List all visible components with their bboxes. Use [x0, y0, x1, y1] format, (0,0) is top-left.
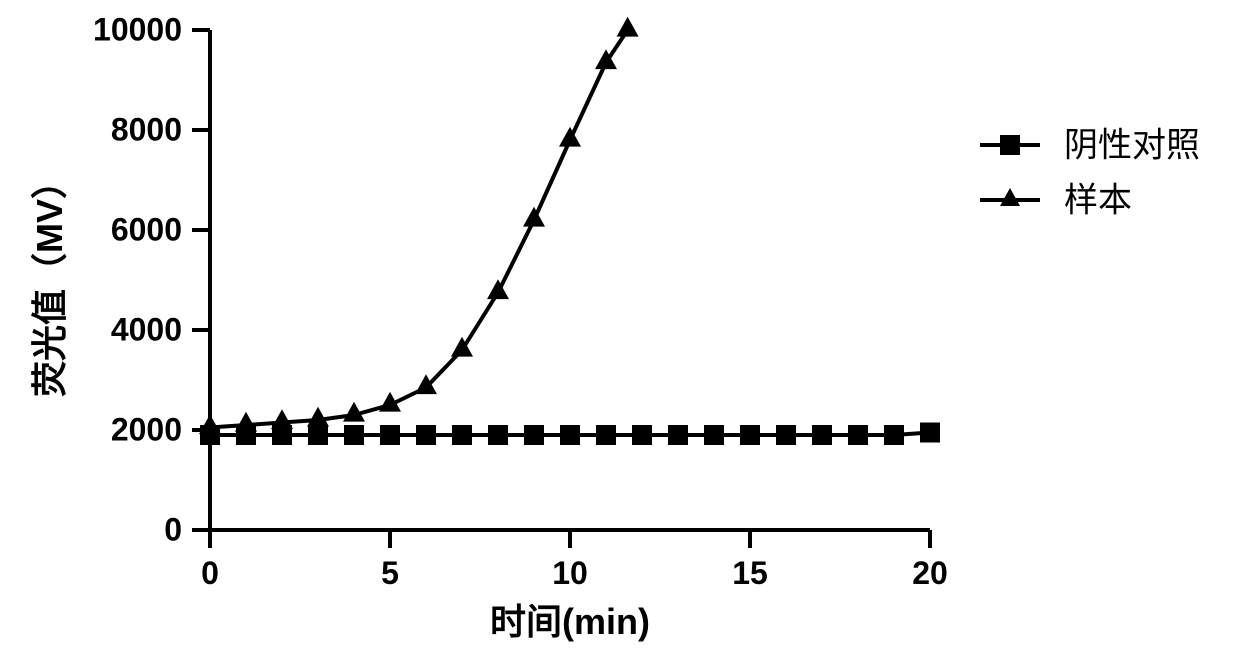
- x-tick-label: 0: [201, 555, 219, 591]
- y-tick-label: 10000: [93, 12, 182, 48]
- y-tick-label: 0: [164, 512, 182, 548]
- legend-marker-0: [1000, 135, 1020, 155]
- series-marker-0: [812, 425, 832, 445]
- series-marker-0: [632, 425, 652, 445]
- series-marker-0: [920, 423, 940, 443]
- chart-svg: 0 5 10 15 20 0 2000 4000 6000 8000 10000 时间(min) 荧光值…: [0, 0, 1239, 651]
- series-marker-0: [776, 425, 796, 445]
- x-tick-label: 20: [912, 555, 948, 591]
- series-marker-0: [668, 425, 688, 445]
- series-marker-0: [524, 425, 544, 445]
- series-marker-0: [344, 425, 364, 445]
- series-marker-0: [596, 425, 616, 445]
- series-marker-0: [740, 425, 760, 445]
- x-tick-label: 15: [732, 555, 768, 591]
- x-tick-label: 10: [552, 555, 588, 591]
- legend-label-0: 阴性对照: [1064, 126, 1200, 164]
- y-tick-label: 6000: [111, 212, 182, 248]
- y-tick-label: 2000: [111, 412, 182, 448]
- series-marker-0: [308, 425, 328, 445]
- x-axis-label: 时间(min): [490, 601, 650, 642]
- y-axis-label: 荧光值（MV）: [29, 163, 70, 397]
- series-marker-0: [884, 425, 904, 445]
- series-marker-0: [488, 425, 508, 445]
- chart-root: 0 5 10 15 20 0 2000 4000 6000 8000 10000 时间(min) 荧光值…: [0, 0, 1239, 651]
- series-marker-0: [560, 425, 580, 445]
- series-marker-0: [416, 425, 436, 445]
- series-marker-0: [704, 425, 724, 445]
- legend-label-1: 样本: [1064, 181, 1132, 219]
- x-tick-label: 5: [381, 555, 399, 591]
- series-marker-0: [848, 425, 868, 445]
- y-tick-label: 4000: [111, 312, 182, 348]
- series-marker-0: [452, 425, 472, 445]
- series-marker-0: [380, 425, 400, 445]
- y-tick-label: 8000: [111, 112, 182, 148]
